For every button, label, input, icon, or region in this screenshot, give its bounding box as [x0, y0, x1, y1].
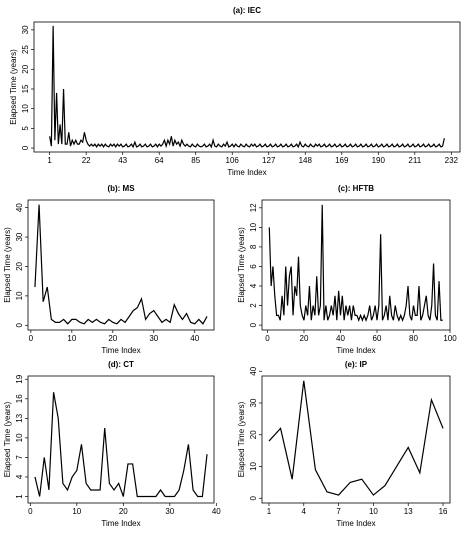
- x-tick-label: 190: [372, 156, 386, 165]
- x-tick-label: 20: [119, 507, 128, 516]
- y-tick-label: 4: [15, 474, 24, 479]
- y-tick-label: 8: [249, 244, 258, 249]
- y-tick-label: 10: [249, 222, 258, 231]
- data-line: [49, 25, 445, 149]
- x-tick-label: 16: [439, 507, 448, 516]
- y-tick-label: 0: [249, 495, 258, 500]
- plot-frame: [33, 21, 461, 153]
- plot-frame: [27, 199, 215, 331]
- data-line: [268, 204, 443, 322]
- x-tick-label: 22: [82, 156, 91, 165]
- x-tick-label: 40: [212, 507, 221, 516]
- x-axis-label: Time Index: [336, 519, 375, 528]
- y-tick-label: 30: [21, 25, 30, 34]
- y-tick-label: 0: [249, 322, 258, 327]
- x-tick-label: 0: [265, 334, 270, 343]
- x-tick-label: 4: [302, 507, 307, 516]
- y-axis-label: Elapsed Time (years): [237, 227, 246, 303]
- x-tick-label: 127: [262, 156, 276, 165]
- x-tick-label: 20: [300, 334, 309, 343]
- chart-title: (d): CT: [108, 360, 134, 369]
- data-line: [34, 204, 208, 325]
- x-tick-label: 232: [445, 156, 459, 165]
- y-axis-label: Elapsed Time (years): [9, 49, 18, 125]
- x-tick-label: 30: [165, 507, 174, 516]
- x-tick-label: 148: [299, 156, 313, 165]
- x-tick-label: 211: [408, 156, 421, 165]
- x-axis-label: Time Index: [336, 346, 375, 355]
- x-tick-label: 80: [409, 334, 418, 343]
- x-tick-label: 85: [191, 156, 200, 165]
- y-tick-label: 7: [15, 455, 24, 460]
- y-tick-label: 40: [249, 366, 258, 375]
- y-tick-label: 4: [249, 283, 258, 288]
- y-tick-label: 25: [21, 45, 30, 54]
- x-tick-label: 10: [67, 334, 76, 343]
- plot-frame: [261, 375, 451, 504]
- data-line: [268, 380, 444, 496]
- plot-frame: [261, 199, 451, 331]
- x-axis-label: Time Index: [227, 168, 266, 177]
- y-tick-label: 20: [15, 261, 24, 270]
- x-axis-label: Time Index: [101, 519, 140, 528]
- chart-title: (b): MS: [107, 184, 135, 193]
- y-tick-label: 40: [15, 203, 24, 212]
- x-tick-label: 106: [226, 156, 240, 165]
- x-tick-label: 64: [155, 156, 164, 165]
- data-line: [34, 392, 208, 498]
- y-tick-label: 2: [249, 303, 258, 308]
- x-tick-label: 0: [28, 507, 33, 516]
- y-tick-label: 5: [21, 126, 30, 131]
- x-tick-label: 40: [190, 334, 199, 343]
- x-tick-label: 10: [72, 507, 81, 516]
- y-tick-label: 10: [249, 461, 258, 470]
- chart-title: (c): HFTB: [338, 184, 374, 193]
- chart-title: (a): IEC: [233, 6, 261, 15]
- y-tick-label: 1: [15, 494, 24, 499]
- y-tick-label: 10: [21, 104, 30, 113]
- chart-title: (e): IP: [345, 360, 368, 369]
- y-tick-label: 0: [15, 323, 24, 328]
- x-tick-label: 7: [336, 507, 341, 516]
- plot-frame: [27, 375, 215, 504]
- x-tick-label: 100: [443, 334, 457, 343]
- y-tick-label: 20: [249, 430, 258, 439]
- x-tick-label: 0: [29, 334, 34, 343]
- y-tick-label: 30: [249, 398, 258, 407]
- x-tick-label: 43: [118, 156, 127, 165]
- x-tick-label: 1: [47, 156, 52, 165]
- x-tick-label: 40: [336, 334, 345, 343]
- y-tick-label: 20: [21, 64, 30, 73]
- x-tick-label: 169: [335, 156, 349, 165]
- y-tick-label: 6: [249, 264, 258, 269]
- y-axis-label: Elapsed Time (years): [3, 227, 12, 303]
- y-axis-label: Elapsed Time (years): [3, 401, 12, 477]
- x-tick-label: 30: [149, 334, 158, 343]
- y-tick-label: 19: [15, 374, 24, 383]
- x-tick-label: 13: [404, 507, 413, 516]
- y-tick-label: 0: [21, 145, 30, 150]
- x-tick-label: 1: [267, 507, 272, 516]
- y-tick-label: 10: [15, 433, 24, 442]
- y-tick-label: 15: [21, 84, 30, 93]
- y-tick-label: 13: [15, 413, 24, 422]
- y-axis-label: Elapsed Time (years): [237, 401, 246, 477]
- y-tick-label: 10: [15, 291, 24, 300]
- y-tick-label: 16: [15, 394, 24, 403]
- y-tick-label: 12: [249, 203, 258, 212]
- x-tick-label: 10: [369, 507, 378, 516]
- y-tick-label: 30: [15, 232, 24, 241]
- x-tick-label: 60: [373, 334, 382, 343]
- x-tick-label: 20: [108, 334, 117, 343]
- x-axis-label: Time Index: [101, 346, 140, 355]
